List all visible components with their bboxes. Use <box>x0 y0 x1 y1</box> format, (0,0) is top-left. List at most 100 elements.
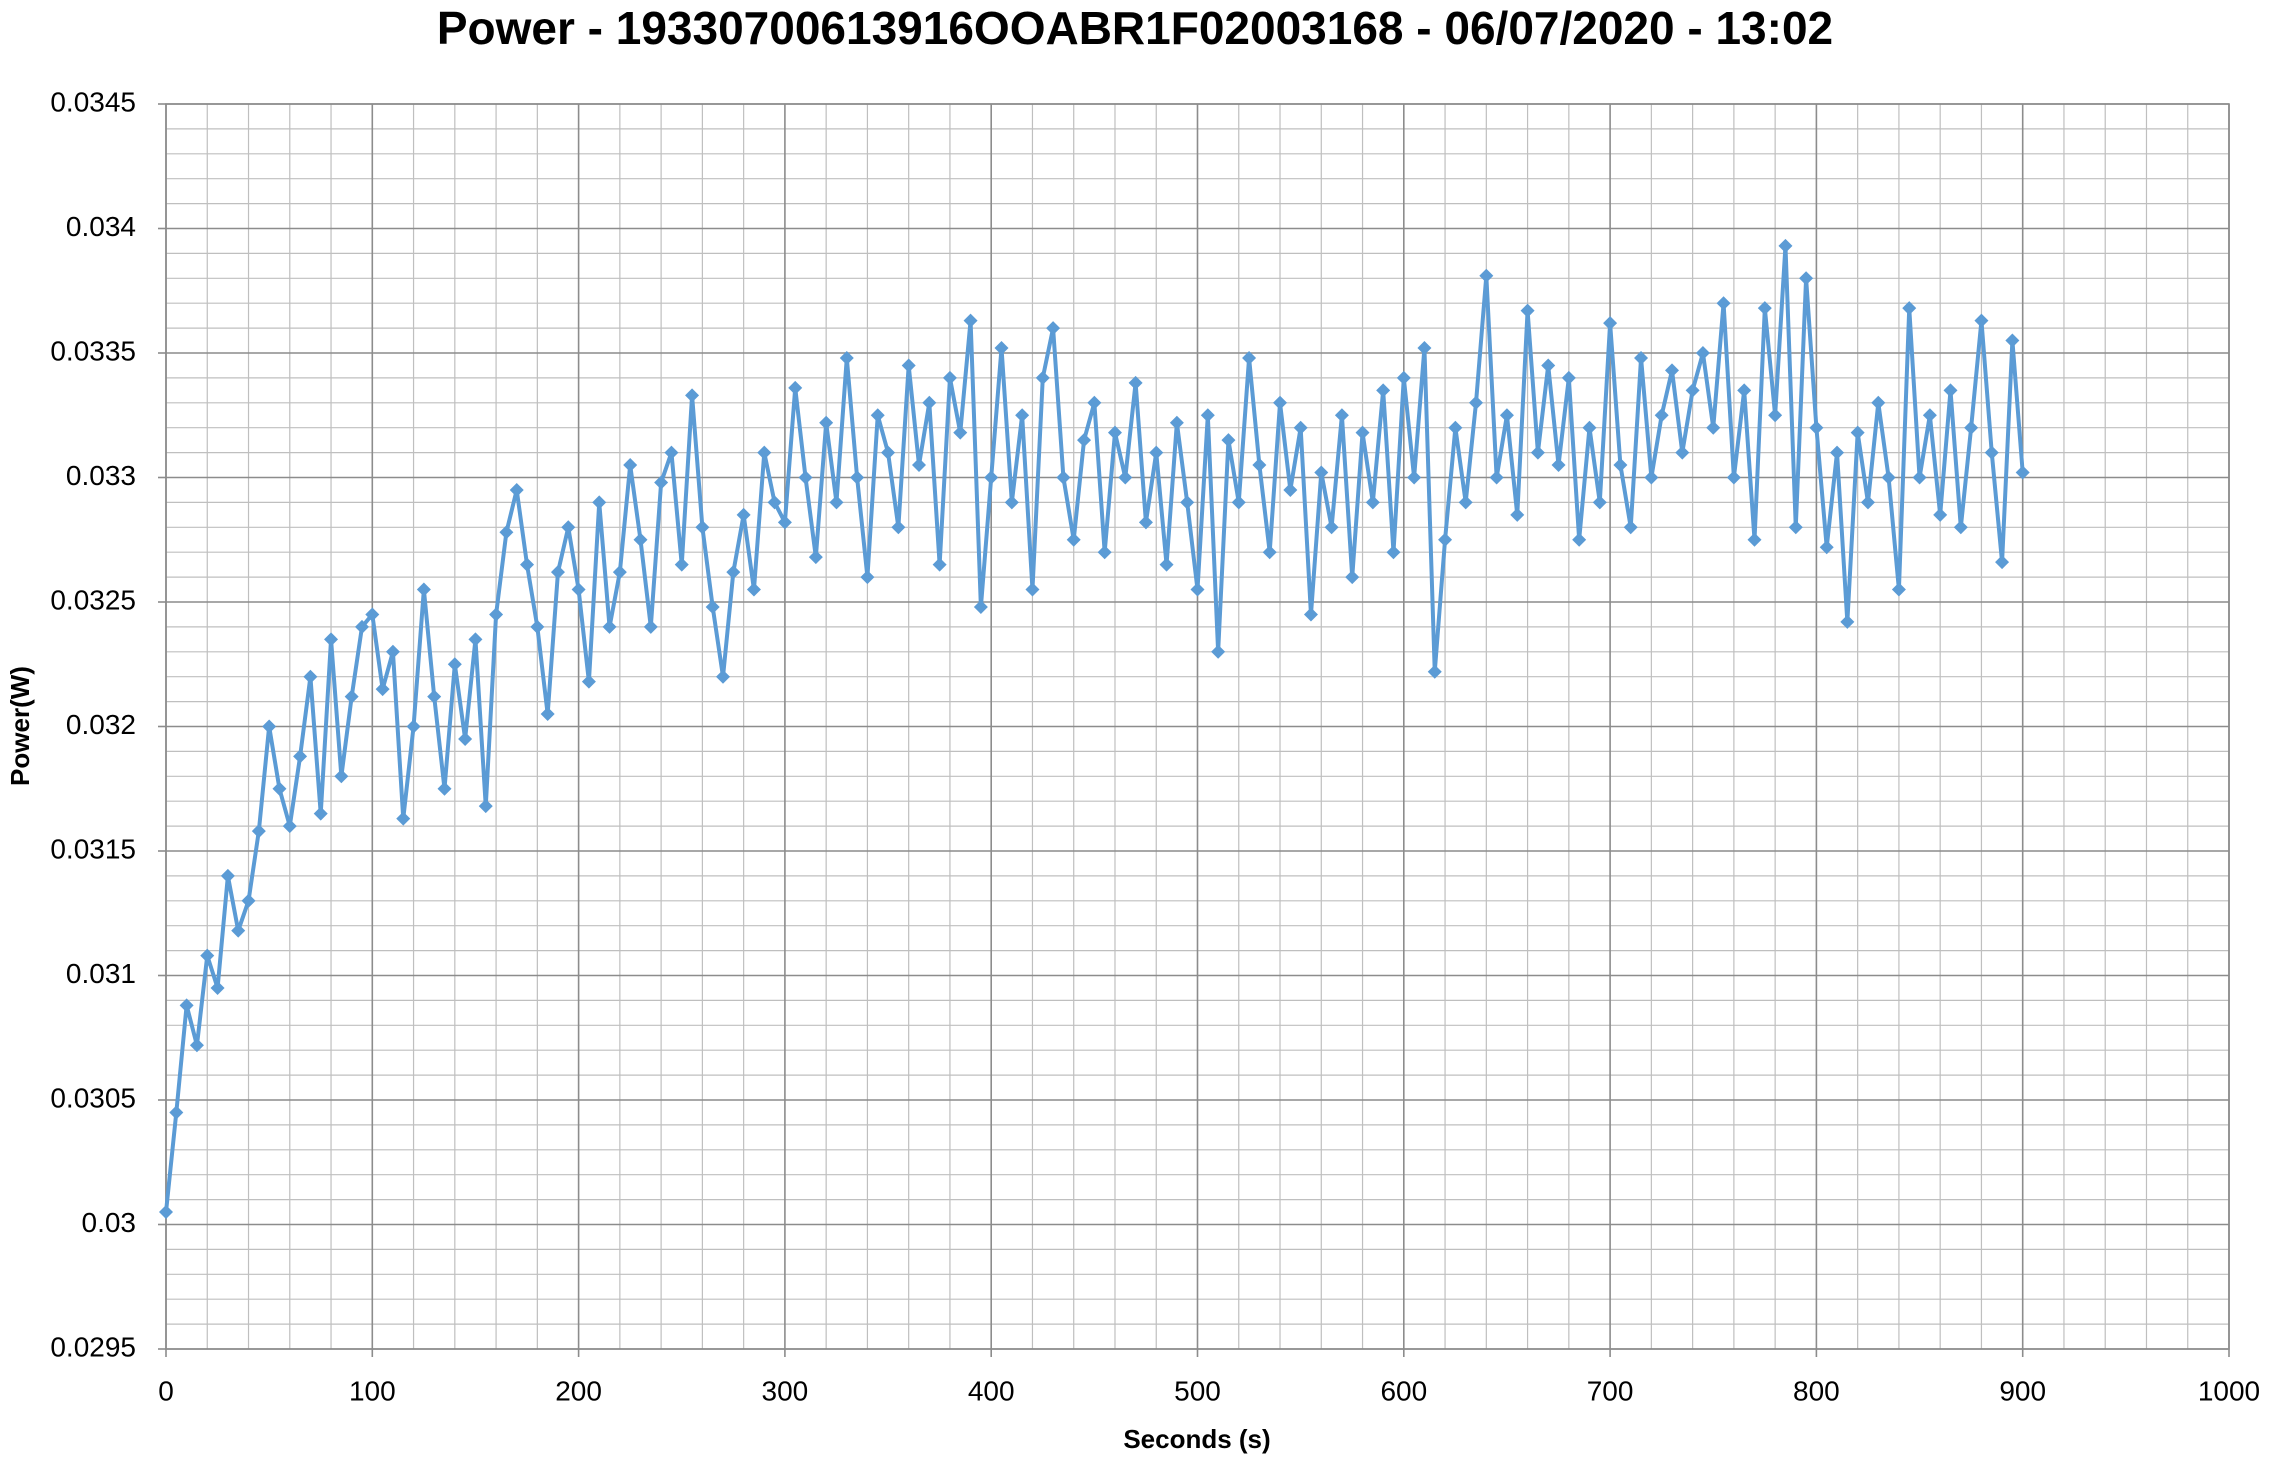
data-point <box>499 525 514 540</box>
data-point <box>530 619 545 634</box>
data-point <box>1860 495 1875 510</box>
data-point <box>829 495 844 510</box>
data-point <box>1345 570 1360 585</box>
data-point <box>1695 346 1710 360</box>
y-tick-label: 0.033 <box>66 460 136 491</box>
data-point <box>1118 470 1133 485</box>
data-point <box>1530 445 1545 460</box>
data-point <box>1830 445 1845 460</box>
data-point <box>1015 408 1030 423</box>
data-point <box>1077 433 1092 448</box>
data-point <box>850 470 865 485</box>
data-point <box>1541 358 1556 373</box>
data-point <box>716 669 731 684</box>
data-point <box>942 370 957 385</box>
data-point <box>1314 465 1329 480</box>
data-point <box>1551 458 1566 473</box>
data-point <box>231 923 246 938</box>
data-point <box>375 682 390 697</box>
data-point <box>1644 470 1659 485</box>
data-point <box>262 719 277 734</box>
data-point <box>963 313 978 328</box>
data-point <box>1510 507 1525 522</box>
y-tick-label: 0.0315 <box>50 833 136 864</box>
data-point <box>2005 333 2020 348</box>
data-point <box>1149 445 1164 460</box>
data-point <box>757 445 772 460</box>
data-point <box>1881 470 1896 485</box>
data-point <box>1943 383 1958 398</box>
data-point <box>695 520 710 535</box>
data-point <box>1128 375 1143 390</box>
data-point <box>705 599 720 614</box>
data-point <box>1922 408 1937 423</box>
data-point <box>1025 582 1040 597</box>
data-point <box>1561 370 1576 385</box>
x-tick-label: 400 <box>968 1375 1015 1406</box>
data-point <box>1386 545 1401 560</box>
data-point <box>726 565 741 580</box>
data-point <box>1582 420 1597 435</box>
y-tick-label: 0.0335 <box>50 335 136 366</box>
y-tick-label: 0.0305 <box>50 1082 136 1113</box>
data-point <box>1953 520 1968 535</box>
data-point <box>1572 532 1587 547</box>
data-point <box>1912 470 1927 485</box>
data-point <box>1592 495 1607 510</box>
x-tick-label: 100 <box>349 1375 396 1406</box>
data-point <box>159 1205 173 1220</box>
data-point <box>509 482 524 497</box>
data-point <box>1489 470 1504 485</box>
data-point <box>1964 420 1979 435</box>
y-tick-label: 0.03 <box>82 1207 137 1238</box>
data-point <box>1066 532 1081 547</box>
data-point <box>1520 303 1535 318</box>
data-point <box>643 619 658 634</box>
data-point <box>1788 520 1803 535</box>
data-point <box>354 619 369 634</box>
data-point <box>1747 532 1762 547</box>
data-point <box>1097 545 1112 560</box>
data-point <box>1995 555 2010 570</box>
data-point <box>1035 370 1050 385</box>
data-point <box>1768 408 1783 423</box>
data-point <box>1283 482 1298 497</box>
data-point <box>1799 271 1814 286</box>
y-tick-label: 0.0325 <box>50 584 136 615</box>
data-point <box>334 769 349 784</box>
data-point <box>1737 383 1752 398</box>
data-point <box>1458 495 1473 510</box>
data-point <box>654 475 669 490</box>
data-point <box>344 689 359 704</box>
y-tick-label: 0.0345 <box>50 86 136 117</box>
data-point <box>1634 350 1649 365</box>
data-point <box>901 358 916 373</box>
data-point <box>396 811 411 826</box>
data-point <box>1056 470 1071 485</box>
data-point <box>1427 664 1442 679</box>
data-point <box>324 632 339 647</box>
data-point <box>1046 321 1061 336</box>
data-point <box>1004 495 1019 510</box>
data-point <box>1706 420 1721 435</box>
data-point <box>1180 495 1195 510</box>
data-point <box>365 607 380 622</box>
data-point <box>251 824 266 839</box>
data-point <box>1871 395 1886 410</box>
data-point <box>520 557 535 572</box>
data-point <box>571 582 586 597</box>
data-point <box>1623 520 1638 535</box>
data-point <box>1293 420 1308 435</box>
data-point <box>891 520 906 535</box>
y-tick-label: 0.0295 <box>50 1331 136 1362</box>
data-point <box>581 674 596 689</box>
data-point <box>1169 415 1184 430</box>
data-point <box>1087 395 1102 410</box>
data-point <box>1675 445 1690 460</box>
data-point <box>1273 395 1288 410</box>
data-point <box>1850 425 1865 440</box>
data-point <box>489 607 504 622</box>
data-point <box>220 868 235 883</box>
chart-title: Power - 19330700613916OOABR1F02003168 - … <box>437 2 1833 54</box>
data-point <box>1974 313 1989 328</box>
